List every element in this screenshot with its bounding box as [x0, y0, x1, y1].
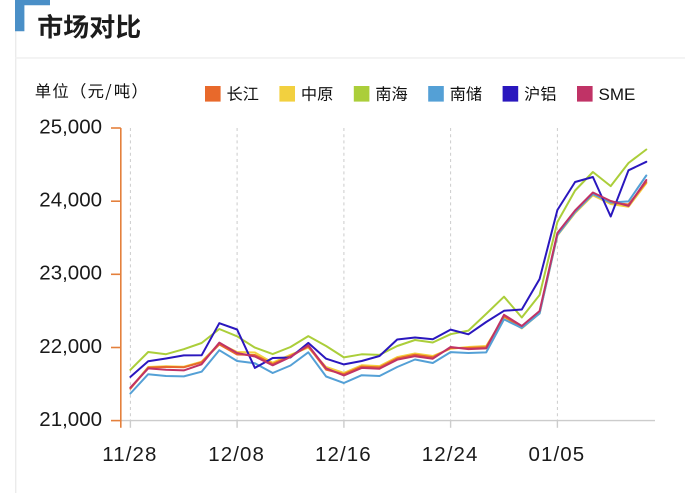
svg-text:11/28: 11/28	[102, 443, 157, 466]
svg-text:21,000: 21,000	[39, 408, 102, 431]
svg-text:25,000: 25,000	[39, 115, 102, 138]
svg-text:12/16: 12/16	[315, 443, 372, 466]
svg-text:12/08: 12/08	[208, 443, 265, 466]
svg-text:SME: SME	[599, 85, 636, 104]
svg-text:24,000: 24,000	[39, 189, 102, 212]
svg-text:01/05: 01/05	[528, 443, 585, 466]
svg-text:23,000: 23,000	[39, 262, 102, 285]
svg-text:12/24: 12/24	[422, 443, 479, 466]
svg-text:22,000: 22,000	[39, 335, 102, 358]
